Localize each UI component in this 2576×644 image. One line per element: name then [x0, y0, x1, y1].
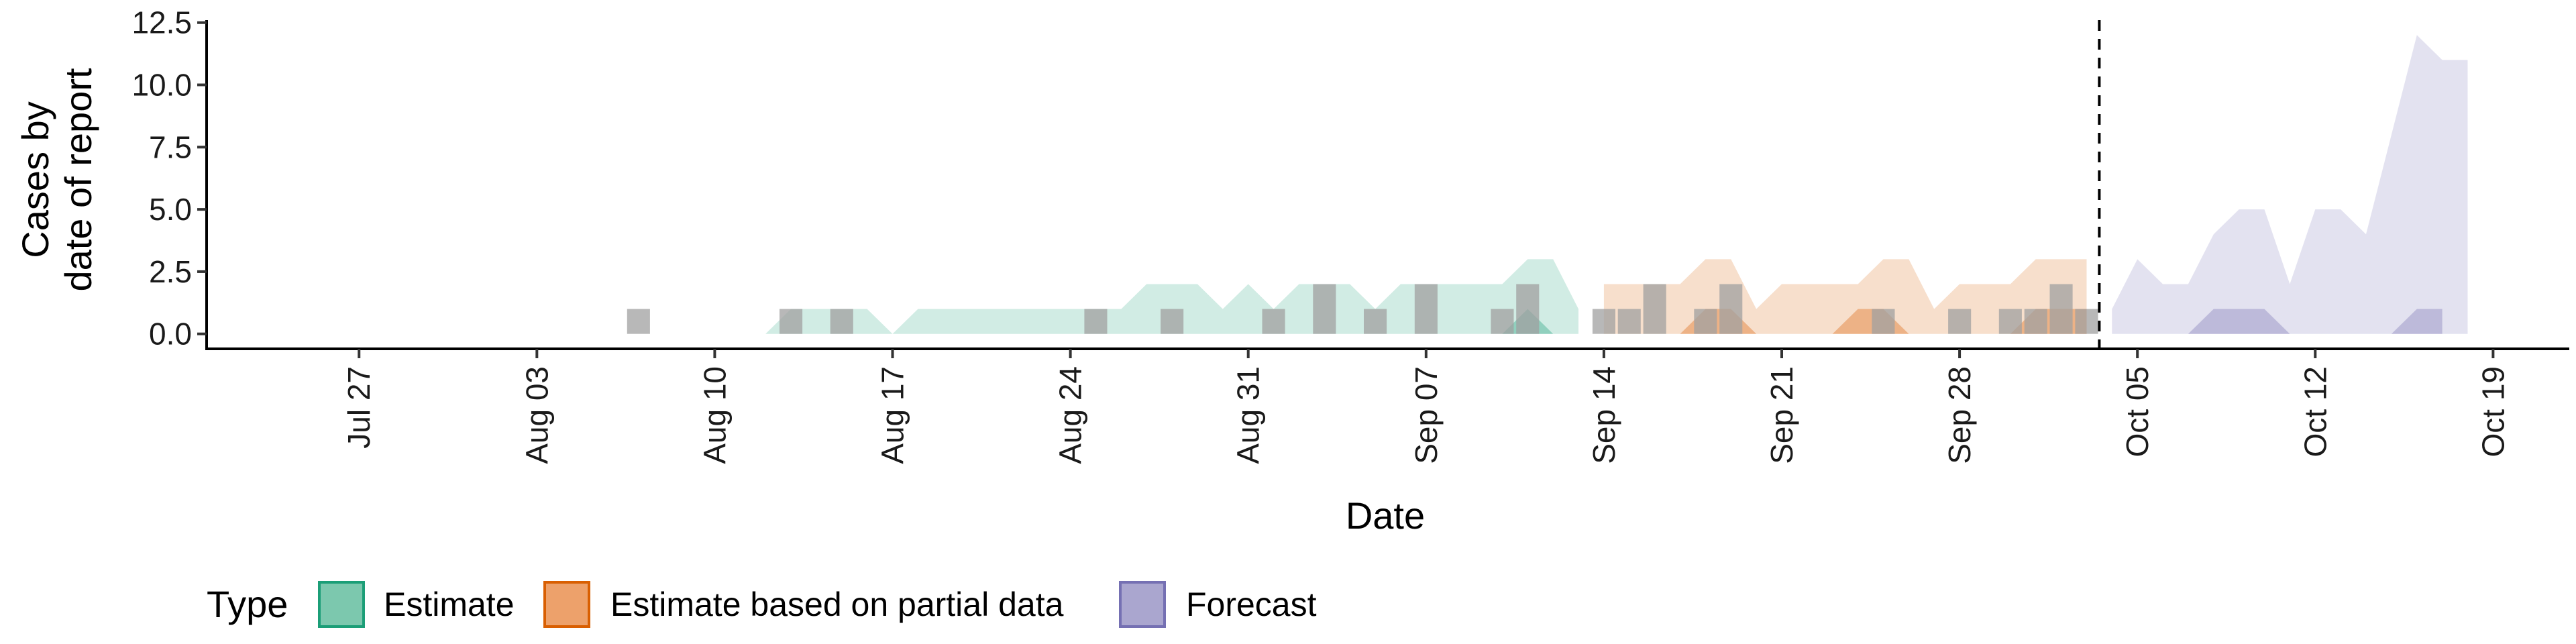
legend-swatch-forecast — [1119, 581, 1166, 628]
legend-label-forecast: Forecast — [1186, 586, 1317, 623]
y-tick-label: 10.0 — [131, 68, 192, 103]
reported-case-bar — [1998, 309, 2022, 334]
reported-case-bar — [1643, 284, 1666, 334]
y-tick-label: 0.0 — [149, 317, 192, 352]
x-axis-title: Date — [1346, 494, 1425, 537]
legend-label-partial: Estimate based on partial data — [610, 586, 1064, 623]
estimate-bands — [333, 35, 2468, 334]
x-tick-label: Jul 27 — [341, 366, 376, 449]
reported-cases-bars — [627, 284, 2098, 334]
reported-case-bar — [1617, 309, 1641, 334]
band-outer-estimate — [333, 259, 1578, 334]
x-tick-label: Sep 28 — [1942, 366, 1977, 464]
reported-case-bar — [1313, 284, 1336, 334]
reported-case-bar — [2024, 309, 2047, 334]
y-axis-ticks: 0.0 2.5 5.0 7.5 10.0 12.5 — [131, 5, 207, 352]
reported-case-bar — [1872, 309, 1895, 334]
y-tick-label: 12.5 — [131, 5, 192, 40]
legend-label-estimate: Estimate — [384, 586, 515, 623]
x-tick-label: Sep 14 — [1587, 366, 1621, 464]
y-tick-label: 7.5 — [149, 129, 192, 164]
x-tick-label: Oct 12 — [2298, 366, 2332, 458]
reported-case-bar — [1414, 284, 1438, 334]
x-tick-label: Sep 07 — [1409, 366, 1444, 464]
x-tick-label: Sep 21 — [1764, 366, 1799, 464]
y-axis-title-line-2: date of report — [57, 68, 99, 292]
x-tick-label: Aug 24 — [1053, 366, 1088, 464]
reported-case-bar — [2049, 284, 2073, 334]
x-tick-label: Aug 10 — [697, 366, 732, 464]
y-axis-title-line-1: Cases by — [14, 101, 56, 258]
reported-case-bar — [2075, 309, 2098, 334]
y-tick-label: 2.5 — [149, 254, 192, 289]
reported-case-bar — [830, 309, 853, 334]
reported-case-bar — [627, 309, 650, 334]
reported-case-bar — [1084, 309, 1108, 334]
reported-case-bar — [1262, 309, 1285, 334]
x-tick-label: Aug 03 — [519, 366, 554, 464]
x-tick-label: Oct 05 — [2120, 366, 2155, 458]
y-axis-title: Cases by date of report — [14, 68, 99, 292]
axes — [205, 20, 2569, 350]
reported-case-bar — [1694, 309, 1717, 334]
reported-case-bar — [1161, 309, 1184, 334]
legend-title: Type — [207, 583, 288, 625]
reported-case-bar — [1491, 309, 1514, 334]
band-inner-forecast — [2188, 309, 2443, 334]
legend: Type Estimate Estimate based on partial … — [207, 581, 1317, 628]
legend-swatch-partial — [543, 581, 590, 628]
reported-case-bar — [1516, 284, 1540, 334]
reported-case-bar — [1719, 284, 1743, 334]
x-tick-label: Aug 31 — [1231, 366, 1266, 464]
reported-case-bar — [1592, 309, 1615, 334]
band-outer-forecast — [2112, 35, 2468, 334]
y-tick-label: 5.0 — [149, 192, 192, 227]
x-tick-label: Aug 17 — [875, 366, 910, 464]
x-tick-label: Oct 19 — [2475, 366, 2510, 458]
reported-case-bar — [780, 309, 803, 334]
legend-swatch-estimate — [318, 581, 365, 628]
x-axis-ticks: Jul 27 Aug 03 Aug 10 Aug 17 Aug 24 Aug 31 Sep … — [341, 349, 2510, 464]
reported-case-bar — [1948, 309, 1972, 334]
reported-case-bar — [1364, 309, 1387, 334]
